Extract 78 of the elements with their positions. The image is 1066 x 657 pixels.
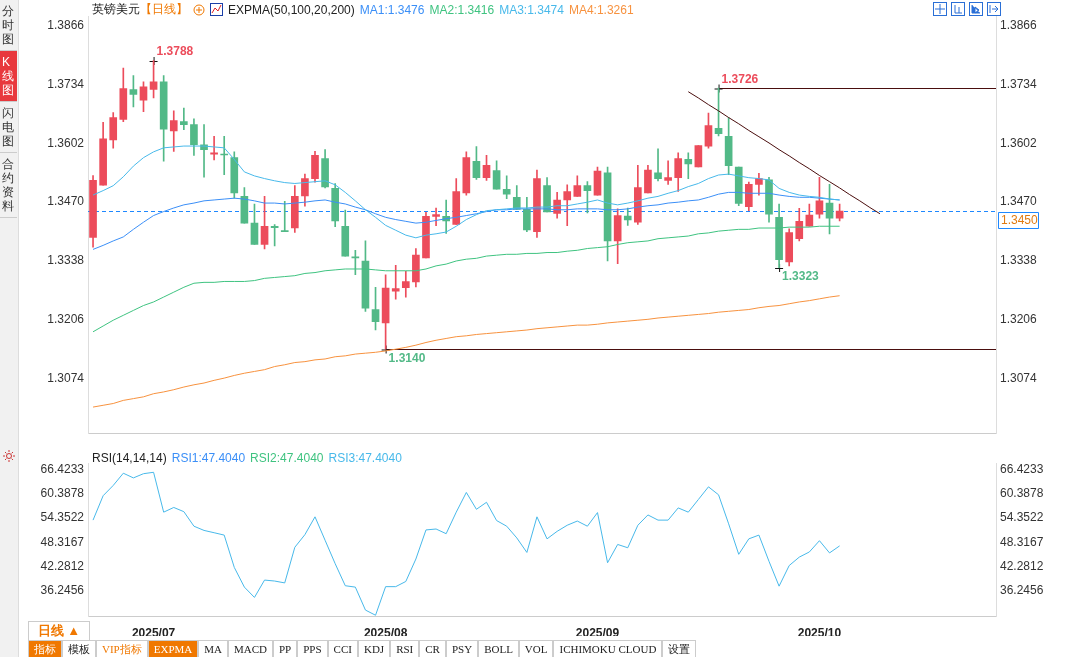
y2-tick-label: 60.3878: [1000, 486, 1044, 501]
y-tick-label: 1.3602: [47, 135, 85, 150]
text: MA1:1.3476: [359, 2, 425, 17]
y2-tick-label: 1.3734: [1000, 76, 1038, 91]
text: PP: [273, 640, 298, 657]
text: ICHIMOKU CLOUD: [553, 640, 663, 657]
text: 分时图: [0, 0, 17, 51]
text: CCI: [327, 640, 358, 657]
text: 设置: [662, 640, 697, 657]
x-tick-label: 2025/09: [575, 625, 620, 640]
x-tick-label: 2025/08: [363, 625, 408, 640]
candlestick: [391, 265, 400, 300]
text: MA2:1.3416: [429, 2, 495, 17]
annotation: 1.3788: [156, 44, 194, 59]
text: 闪电图: [0, 102, 17, 153]
y-tick-label: 60.3878: [40, 486, 85, 501]
candlestick: [654, 148, 662, 182]
y-tick-label: 1.3206: [47, 312, 85, 327]
text: VIP指标: [96, 640, 148, 657]
y2-tick-label: 36.2456: [1000, 582, 1044, 597]
ref-line-label: 1.3140: [388, 350, 426, 365]
text: RSI3:47.4040: [328, 451, 402, 465]
text: 模板: [62, 640, 96, 657]
chart-subtitle: 【日线】: [140, 1, 188, 18]
candlestick: [664, 160, 672, 185]
candlestick: [502, 175, 511, 199]
y2-tick-label: 1.3602: [1000, 135, 1038, 150]
candlestick: [180, 107, 188, 130]
text: MA3:1.3474: [499, 2, 564, 17]
y-tick-label: 36.2456: [40, 582, 85, 597]
text: PSY: [445, 640, 479, 657]
y2-tick-label: 1.3470: [1000, 194, 1038, 209]
text: MACD: [227, 640, 273, 657]
y-tick-label: 54.3522: [40, 510, 85, 525]
candlestick: [210, 135, 218, 161]
text: VOL: [518, 640, 554, 657]
y2-tick-label: 54.3522: [1000, 510, 1044, 525]
text: EXPMA: [147, 640, 199, 657]
candlestick: [280, 200, 289, 232]
text: 合约资料: [0, 153, 17, 218]
y-tick-label: 1.3734: [47, 76, 85, 91]
text: CR: [419, 640, 446, 657]
text: 日线 ▲: [28, 621, 90, 641]
candlestick: [684, 152, 693, 179]
legend-label: RSI1:47.4040: [171, 451, 246, 465]
y-tick-label: 1.3074: [47, 370, 85, 385]
text: K线图: [0, 51, 17, 102]
y-tick-label: 1.3866: [47, 18, 85, 33]
text: MA: [198, 640, 228, 657]
text: KDJ: [357, 640, 391, 657]
candlestick: [432, 207, 440, 227]
text: PPS: [297, 640, 328, 657]
y-tick-label: 66.4233: [40, 462, 85, 477]
text: RSI: [390, 640, 420, 657]
y2-tick-label: 1.3074: [1000, 370, 1038, 385]
x-tick-label: 2025/07: [131, 625, 176, 640]
y2-tick-label: 66.4233: [1000, 462, 1044, 477]
legend-title: RSI(14,14,14): [92, 451, 167, 465]
legend-label: RSI2:47.4040: [250, 451, 324, 465]
annotation: 1.3323: [782, 269, 820, 284]
ref-line-label: 1.3726: [721, 71, 759, 86]
y-tick-label: 1.3338: [47, 253, 85, 268]
text: MA4:1.3261: [568, 2, 634, 17]
y2-tick-label: 42.2812: [1000, 558, 1044, 573]
candlestick: [563, 184, 572, 227]
y2-tick-label: 1.3866: [1000, 18, 1038, 33]
ref-line-label: 1.3450: [1001, 212, 1039, 227]
y2-tick-label: 1.3206: [1000, 312, 1038, 327]
y-tick-label: 48.3167: [40, 534, 85, 549]
text: 指标: [28, 640, 62, 657]
chart-title: 英镑美元: [92, 1, 140, 18]
y-tick-label: 1.3470: [47, 194, 85, 209]
legend-title: EXPMA(50,100,20,200): [228, 2, 355, 17]
text: BOLL: [478, 640, 519, 657]
y-tick-label: 42.2812: [40, 558, 85, 573]
y2-tick-label: 1.3338: [1000, 253, 1038, 268]
x-tick-label: 2025/10: [797, 625, 842, 640]
y2-tick-label: 48.3167: [1000, 534, 1044, 549]
